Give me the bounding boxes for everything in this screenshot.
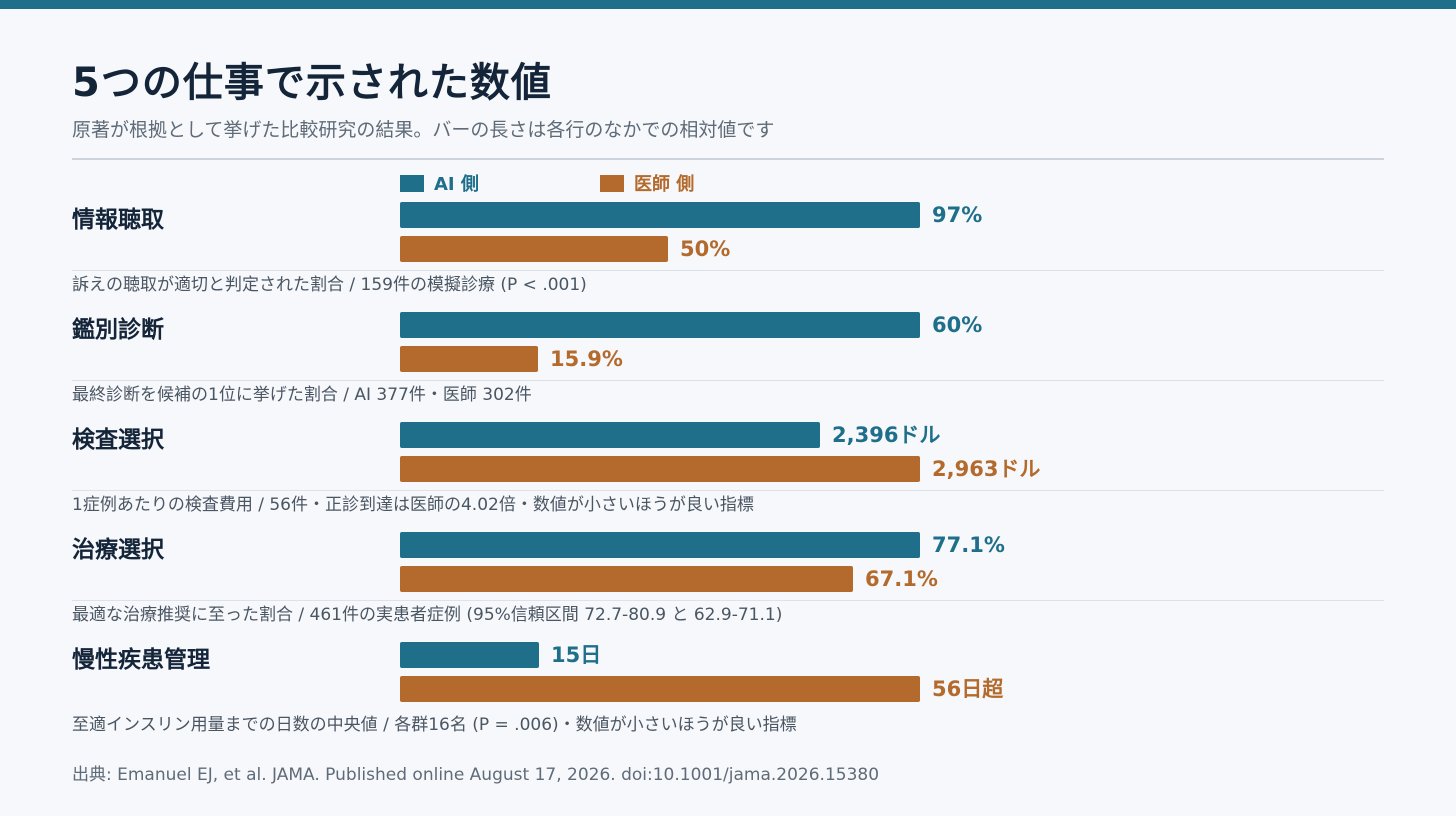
bar-ai xyxy=(400,312,920,338)
bar-ai xyxy=(400,532,920,558)
row-label: 慢性疾患管理 xyxy=(72,647,210,673)
row-label: 鑑別診断 xyxy=(72,317,164,343)
row-divider xyxy=(72,270,1384,271)
legend-doctor-swatch xyxy=(600,174,624,192)
row-note: 最終診断を候補の1位に挙げた割合 / AI 377件・医師 302件 xyxy=(72,385,532,405)
bar-value-doctor: 15.9% xyxy=(550,347,623,371)
row-note: 至適インスリン用量までの日数の中央値 / 各群16名 (P = .006)・数値… xyxy=(72,715,797,735)
bar-value-ai: 97% xyxy=(932,203,983,227)
bar-doctor xyxy=(400,566,853,592)
bar-doctor xyxy=(400,456,920,482)
row-note: 1症例あたりの検査費用 / 56件・正診到達は医師の4.02倍・数値が小さいほう… xyxy=(72,495,754,515)
row-divider xyxy=(72,380,1384,381)
bar-value-doctor: 56日超 xyxy=(932,677,1004,701)
bar-value-doctor: 2,963ドル xyxy=(932,457,1041,481)
legend-ai-label: AI 側 xyxy=(434,174,479,195)
page-subtitle: 原著が根拠として挙げた比較研究の結果。バーの長さは各行のなかでの相対値です xyxy=(72,119,775,141)
page-title: 5つの仕事で示された数値 xyxy=(72,60,552,106)
source-citation: 出典: Emanuel EJ, et al. JAMA. Published o… xyxy=(72,765,880,785)
bar-ai xyxy=(400,642,539,668)
legend-ai: AI 側 xyxy=(400,172,479,195)
top-accent-bar xyxy=(0,0,1456,9)
bar-value-ai: 15日 xyxy=(551,643,602,667)
bar-doctor xyxy=(400,236,668,262)
row-divider xyxy=(72,600,1384,601)
bar-doctor xyxy=(400,676,920,702)
row-note: 訴えの聴取が適切と判定された割合 / 159件の模擬診療 (P < .001) xyxy=(72,275,587,295)
legend-ai-swatch xyxy=(400,174,424,192)
legend-doctor: 医師 側 xyxy=(600,172,695,195)
row-label: 治療選択 xyxy=(72,537,164,563)
bar-doctor xyxy=(400,346,538,372)
legend-doctor-label: 医師 側 xyxy=(634,174,695,195)
row-label: 情報聴取 xyxy=(72,207,164,233)
bar-value-ai: 77.1% xyxy=(932,533,1005,557)
bar-ai xyxy=(400,422,820,448)
row-label: 検査選択 xyxy=(72,427,164,453)
bar-value-ai: 60% xyxy=(932,313,983,337)
row-divider xyxy=(72,490,1384,491)
row-note: 最適な治療推奨に至った割合 / 461件の実患者症例 (95%信頼区間 72.7… xyxy=(72,605,783,625)
bar-value-doctor: 67.1% xyxy=(865,567,938,591)
header-divider xyxy=(72,158,1384,160)
bar-value-ai: 2,396ドル xyxy=(832,423,941,447)
bar-ai xyxy=(400,202,920,228)
bar-value-doctor: 50% xyxy=(680,237,731,261)
